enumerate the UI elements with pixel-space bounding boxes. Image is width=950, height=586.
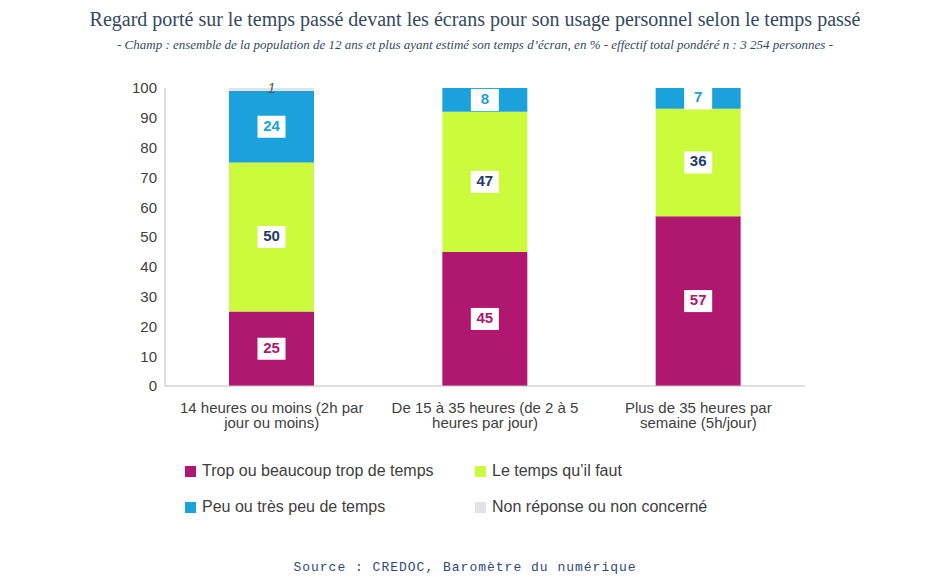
svg-text:10: 10 [140, 348, 157, 365]
svg-text:57: 57 [690, 291, 707, 308]
svg-text:50: 50 [140, 228, 157, 245]
svg-text:Plus de 35 heures parsemaine (: Plus de 35 heures parsemaine (5h/jour) [625, 399, 772, 431]
svg-text:30: 30 [140, 288, 157, 305]
svg-text:50: 50 [263, 227, 280, 244]
svg-text:45: 45 [476, 309, 493, 326]
svg-text:0: 0 [149, 377, 157, 394]
svg-text:20: 20 [140, 318, 157, 335]
svg-text:36: 36 [690, 152, 707, 169]
svg-text:14 heures ou moins (2h parjour: 14 heures ou moins (2h parjour ou moins) [180, 399, 363, 431]
svg-text:100: 100 [132, 79, 157, 96]
svg-text:De 15 à 35 heures (de 2 à 5heu: De 15 à 35 heures (de 2 à 5heures par jo… [392, 399, 579, 431]
html-text:Le temps qu’il faut: Le temps qu’il faut [492, 462, 622, 479]
html-text:Source : CREDOC, Baromètre du: Source : CREDOC, Baromètre du numérique [293, 560, 637, 575]
svg-text:90: 90 [140, 109, 157, 126]
html-text:- Champ : ensemble de la popul: - Champ : ensemble de la population de 1… [117, 37, 833, 52]
html-text:Regard porté sur le temps pass: Regard porté sur le temps passé devant l… [89, 8, 861, 30]
svg-text:24: 24 [263, 117, 280, 134]
svg-text:47: 47 [476, 172, 493, 189]
html-text:Peu ou très peu de temps: Peu ou très peu de temps [202, 498, 386, 515]
svg-text:60: 60 [140, 199, 157, 216]
html-text:Non réponse ou non concerné: Non réponse ou non concerné [492, 498, 708, 515]
svg-text:7: 7 [694, 88, 702, 105]
svg-text:8: 8 [481, 90, 489, 107]
svg-text:70: 70 [140, 169, 157, 186]
svg-text:25: 25 [263, 339, 280, 356]
svg-text:40: 40 [140, 258, 157, 275]
html-text:Trop ou beaucoup trop de temps: Trop ou beaucoup trop de temps [202, 462, 434, 479]
svg-text:80: 80 [140, 139, 157, 156]
svg-text:1: 1 [268, 80, 276, 96]
